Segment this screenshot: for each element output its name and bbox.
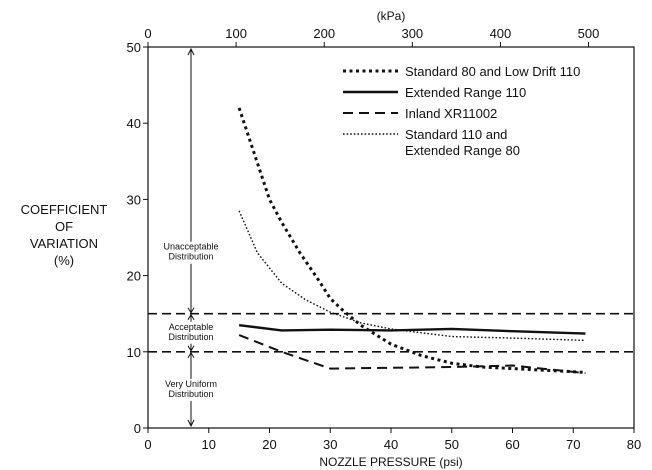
x-tick-label: 80 — [627, 437, 641, 452]
zone-label: Distribution — [168, 389, 213, 399]
y-tick-label: 20 — [127, 269, 141, 284]
x2-tick-label: 0 — [144, 26, 151, 41]
y-axis-label: COEFFICIENT OF VARIATION (%) — [21, 202, 108, 268]
zone-label: Distribution — [168, 252, 213, 262]
zone-label-bg — [157, 241, 225, 264]
zone-arrowhead — [187, 307, 195, 314]
series-line — [238, 210, 586, 342]
legend-label: Extended Range 80 — [405, 143, 520, 158]
reference-lines — [148, 312, 634, 353]
zone-label: Very Uniform — [165, 379, 217, 389]
zone-arrowhead — [187, 351, 195, 359]
x-tick-label: 30 — [323, 437, 337, 452]
zone-label-bg — [157, 321, 225, 344]
series-line — [238, 334, 586, 375]
x2-tick-label: 500 — [578, 26, 600, 41]
zone-arrowhead — [187, 313, 195, 320]
y-axis: 0 10 20 30 40 50 — [127, 40, 148, 436]
y-tick-label: 10 — [127, 345, 141, 360]
y-axis-label-line: OF — [55, 219, 73, 234]
x-axis: 0 10 20 30 40 50 60 70 80 — [144, 428, 641, 452]
y-axis-label-line: COEFFICIENT — [21, 202, 108, 217]
y-tick-label: 40 — [127, 116, 141, 131]
y-tick-label: 30 — [127, 192, 141, 207]
series-lines — [237, 107, 586, 375]
zone-label: Unacceptable — [163, 242, 218, 252]
x-tick-label: 0 — [144, 437, 151, 452]
y-tick-label: 50 — [127, 40, 141, 55]
x2-tick-label: 300 — [401, 26, 423, 41]
x-tick-label: 60 — [505, 437, 519, 452]
series-line — [238, 323, 586, 335]
zone-label: Distribution — [168, 332, 213, 342]
x-tick-label: 20 — [262, 437, 276, 452]
y-tick-label: 0 — [134, 421, 141, 436]
distribution-zones: UnacceptableDistributionAcceptableDistri… — [157, 47, 225, 428]
x2-axis-label: (kPa) — [377, 9, 406, 23]
x-tick-label: 10 — [202, 437, 216, 452]
zone-label: Acceptable — [169, 322, 214, 332]
legend-label: Standard 80 and Low Drift 110 — [405, 64, 580, 79]
x-tick-label: 50 — [445, 437, 459, 452]
zone-arrowhead — [187, 419, 195, 428]
y-axis-label-line: (%) — [54, 253, 74, 268]
legend-label: Extended Range 110 — [405, 85, 526, 100]
legend: Standard 80 and Low Drift 110 Extended Ra… — [343, 64, 580, 158]
x-axis-label: NOZZLE PRESSURE (psi) — [319, 455, 462, 469]
legend-label: Inland XR11002 — [405, 106, 497, 121]
zone-arrowhead — [187, 345, 195, 352]
x-tick-label: 70 — [566, 437, 580, 452]
x2-tick-label: 200 — [313, 26, 335, 41]
zone-arrowhead — [187, 47, 195, 56]
x2-tick-label: 400 — [490, 26, 512, 41]
zone-label-bg — [157, 378, 225, 401]
legend-label: Standard 110 and — [405, 127, 507, 142]
y-axis-label-line: VARIATION — [30, 236, 98, 251]
x2-tick-label: 100 — [225, 26, 247, 41]
x-tick-label: 40 — [384, 437, 398, 452]
secondary-x-axis: 0 100 200 300 400 500 — [144, 26, 599, 47]
